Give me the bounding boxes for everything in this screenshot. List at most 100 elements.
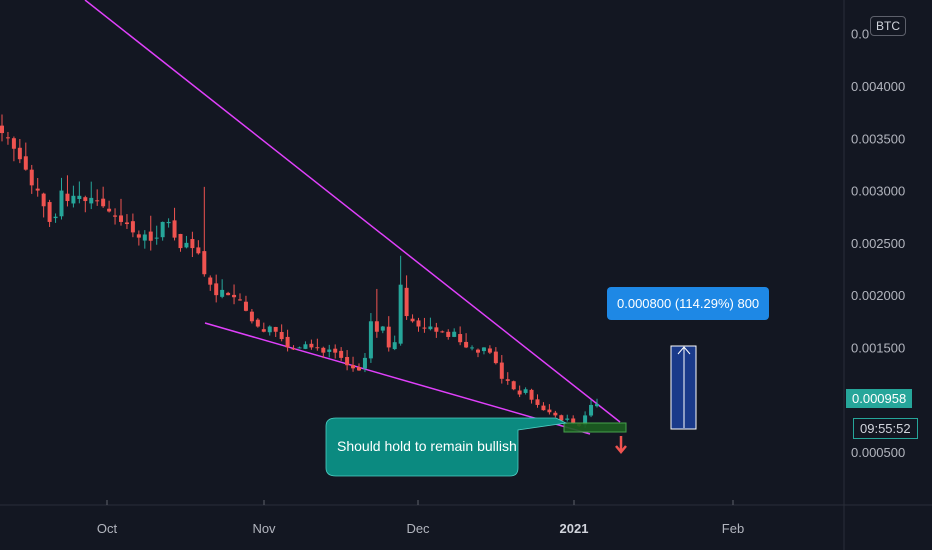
- price-tick-label: 0.0: [851, 27, 869, 42]
- candle: [362, 353, 367, 373]
- candle: [220, 279, 225, 299]
- candle: [511, 380, 516, 391]
- candle: [327, 344, 332, 358]
- candle: [190, 231, 195, 258]
- time-tick-label: Dec: [406, 521, 430, 536]
- candle: [142, 230, 147, 249]
- candle: [541, 402, 546, 411]
- candle: [5, 131, 10, 145]
- time-axis[interactable]: Oct Nov Dec 2021 Feb: [0, 500, 932, 536]
- support-callout[interactable]: Should hold to remain bullish: [325, 417, 568, 477]
- last-price-tag: 0.000958: [846, 389, 913, 408]
- candle: [148, 215, 153, 251]
- candle: [392, 335, 397, 351]
- candles: [0, 114, 599, 428]
- trendlines: [84, 0, 621, 435]
- candle: [285, 329, 290, 352]
- candle: [345, 350, 350, 371]
- candle: [333, 344, 338, 359]
- candle: [410, 314, 415, 323]
- candle: [416, 317, 421, 332]
- candle: [357, 363, 361, 371]
- candle: [404, 275, 409, 320]
- candle: [124, 214, 129, 229]
- candle: [243, 295, 248, 312]
- candle: [434, 322, 439, 338]
- lower-support-trendline[interactable]: [204, 322, 591, 435]
- candle: [589, 399, 594, 418]
- candle: [154, 225, 159, 245]
- candle: [398, 255, 403, 346]
- time-tick-label: 2021: [560, 521, 589, 536]
- price-tick-label: 0.001500: [851, 340, 905, 355]
- candle: [505, 372, 510, 385]
- price-axis[interactable]: 0.000500 0.001500 0.002000 0.002500 0.003000…: [843, 0, 905, 550]
- candle: [261, 322, 266, 333]
- candle: [196, 240, 201, 255]
- candle: [517, 385, 522, 398]
- time-tick-label: Feb: [722, 521, 744, 536]
- candle: [422, 317, 427, 333]
- candle: [130, 213, 135, 238]
- measure-tool[interactable]: [670, 345, 697, 430]
- candle: [374, 288, 379, 338]
- candle: [95, 189, 100, 206]
- candle: [446, 329, 451, 340]
- candle: [529, 388, 534, 404]
- candle: [535, 394, 540, 408]
- support-zone[interactable]: [563, 422, 627, 433]
- candle: [41, 192, 46, 218]
- candle: [523, 387, 528, 395]
- candle: [65, 175, 70, 207]
- candle: [11, 136, 16, 162]
- symbol-badge[interactable]: BTC: [870, 16, 906, 36]
- candle: [351, 356, 356, 372]
- price-tick-label: 0.003500: [851, 131, 905, 146]
- candle: [470, 345, 475, 351]
- candle: [17, 139, 22, 164]
- down-arrow-icon: [615, 436, 627, 454]
- candle: [267, 325, 272, 336]
- price-tick-label: 0.002500: [851, 236, 905, 251]
- candle: [107, 200, 112, 213]
- candle: [214, 274, 219, 303]
- price-tick-label: 0.002000: [851, 288, 905, 303]
- time-tick-label: Oct: [97, 521, 118, 536]
- candle: [23, 142, 28, 171]
- candle: [0, 114, 4, 142]
- candle: [59, 177, 64, 220]
- candle: [476, 348, 480, 358]
- candle: [232, 284, 237, 305]
- candle: [380, 325, 385, 334]
- candle: [595, 398, 599, 408]
- candle: [452, 328, 457, 338]
- candle: [101, 186, 106, 208]
- candle: [565, 414, 570, 422]
- candle: [493, 347, 498, 365]
- candle: [202, 186, 207, 277]
- countdown-tag: 09:55:52: [853, 418, 918, 439]
- candle: [119, 198, 123, 226]
- candle: [273, 326, 278, 337]
- candle: [547, 404, 552, 415]
- candle: [71, 185, 76, 208]
- candle: [89, 181, 94, 210]
- candle: [77, 181, 82, 204]
- candle: [553, 410, 558, 418]
- candle: [303, 341, 308, 350]
- candle: [166, 218, 171, 228]
- candle: [487, 345, 492, 355]
- candle: [291, 345, 296, 350]
- candle: [249, 309, 254, 324]
- candle: [53, 213, 58, 223]
- upper-resistance-trendline[interactable]: [84, 0, 621, 423]
- candle: [83, 195, 88, 213]
- candle: [178, 233, 183, 252]
- candle: [113, 208, 118, 225]
- candle: [208, 275, 213, 291]
- price-tick-label: 0.000500: [851, 445, 905, 460]
- candle: [136, 230, 141, 246]
- candle: [255, 318, 260, 328]
- candle: [279, 324, 284, 342]
